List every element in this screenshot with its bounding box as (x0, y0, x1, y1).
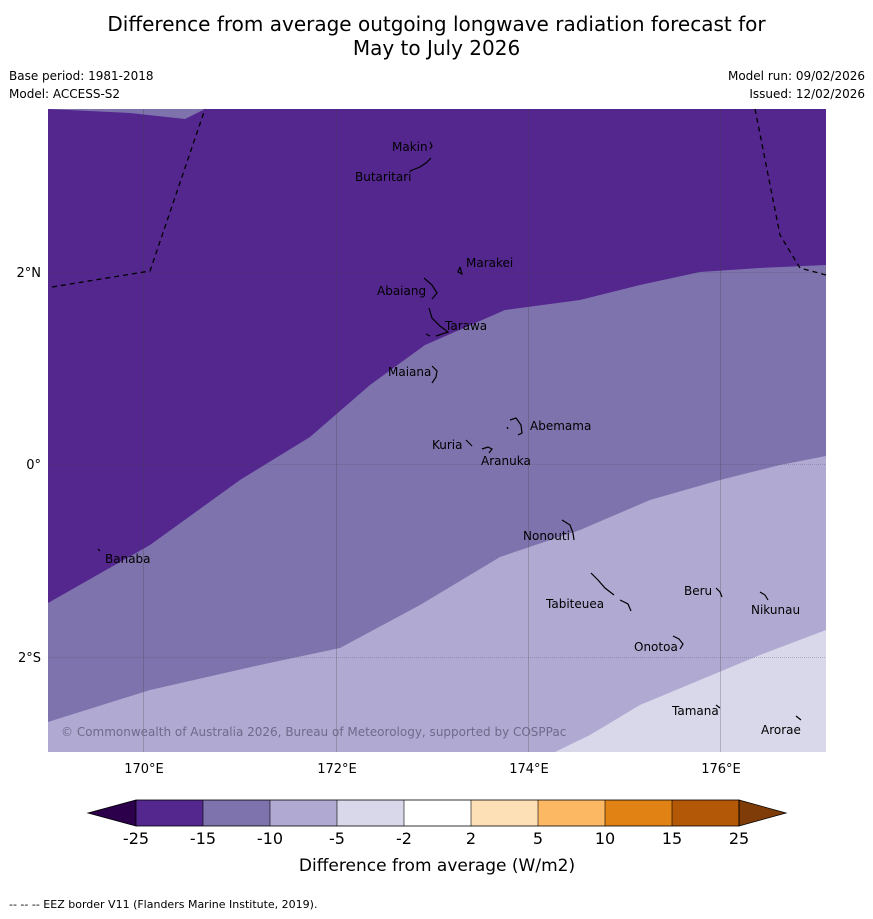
colorbar-over-arrow (738, 799, 788, 827)
meta-left: Base period: 1981-2018 Model: ACCESS-S2 (9, 67, 154, 103)
island-maiana (431, 365, 438, 384)
contour-band-5-2 (555, 630, 826, 752)
label-abemama: Abemama (530, 419, 591, 433)
label-banaba: Banaba (105, 552, 151, 566)
label-nonouti: Nonouti (523, 529, 570, 543)
colorbar-bin-5-2 (337, 800, 404, 826)
colorbar-bin-lt-15 (136, 800, 203, 826)
colorbar-tick-5: 2 (466, 829, 476, 848)
island-tabiteuea (590, 572, 632, 612)
label-abaiang: Abaiang (377, 284, 426, 298)
island-marakei (457, 266, 463, 276)
eez-legend: -- -- -- EEZ border V11 (Flanders Marine… (9, 898, 318, 911)
island-tarawa (425, 307, 450, 337)
colorbar-bin-5-10 (538, 800, 605, 826)
label-maiana: Maiana (388, 365, 431, 379)
graticule (48, 109, 826, 752)
colorbar-tick-6: 5 (533, 829, 543, 848)
lat-label-2s: 2°S (18, 651, 41, 666)
island-outlines (97, 141, 802, 721)
label-arorae: Arorae (761, 723, 801, 737)
model-name: Model: ACCESS-S2 (9, 87, 121, 101)
label-beru: Beru (684, 584, 712, 598)
lon-label-172e: 172°E (317, 762, 357, 777)
island-beru (715, 587, 723, 598)
colorbar-tick-3: -5 (329, 829, 345, 848)
lat-axis-labels: 2°N 0° 2°S (17, 266, 42, 666)
island-butaritari (409, 157, 432, 172)
colorbar-tick-4: -2 (396, 829, 412, 848)
colorbar-tick-2: -10 (257, 829, 283, 848)
title-line-1: Difference from average outgoing longwav… (107, 12, 766, 36)
chart-title: Difference from average outgoing longwav… (0, 12, 873, 60)
colorbar-bin-15-10 (203, 800, 270, 826)
place-labels: Makin Butaritari Marakei Abaiang Tarawa … (105, 140, 801, 737)
lon-axis-labels: 170°E 172°E 174°E 176°E (124, 762, 741, 777)
lat-label-2n: 2°N (17, 266, 42, 281)
eez-border-east (754, 108, 827, 276)
colorbar-frame (135, 799, 740, 827)
eez-border (51, 108, 827, 288)
model-run: Model run: 09/02/2026 (727, 69, 865, 83)
colorbar-label: Difference from average (W/m2) (299, 856, 575, 876)
island-aranuka (481, 446, 493, 454)
lon-label-174e: 174°E (509, 762, 549, 777)
colorbar-ticks: -25 -15 -10 -5 -2 2 5 10 15 25 (123, 829, 749, 848)
label-nikunau: Nikunau (751, 603, 800, 617)
colorbar-bin-10-5 (270, 800, 337, 826)
label-tarawa: Tarawa (444, 319, 487, 333)
island-abaiang (423, 277, 438, 300)
lon-label-176e: 176°E (701, 762, 741, 777)
colorbar-tick-0: -25 (123, 829, 149, 848)
label-aranuka: Aranuka (481, 454, 531, 468)
label-butaritari: Butaritari (355, 170, 412, 184)
colorbar: -25 -15 -10 -5 -2 2 5 10 15 25 Differenc… (86, 799, 788, 876)
label-tamana: Tamana (671, 704, 719, 718)
label-onotoa: Onotoa (634, 640, 678, 654)
title-line-2: May to July 2026 (352, 36, 521, 60)
label-marakei: Marakei (466, 256, 513, 270)
meta-right: Model run: 09/02/2026 Issued: 12/02/2026 (728, 67, 865, 103)
colorbar-tick-9: 25 (729, 829, 749, 848)
colorbar-bin-15-25 (672, 800, 739, 826)
island-onotoa (672, 635, 684, 650)
issued-date: Issued: 12/02/2026 (749, 87, 865, 101)
contour-band-10-5 (48, 456, 826, 752)
label-makin: Makin (392, 140, 428, 154)
colorbar-bin-2-5 (471, 800, 538, 826)
colorbar-under-arrow (86, 799, 137, 827)
colorbar-tick-7: 10 (595, 829, 615, 848)
copyright-notice: © Commonwealth of Australia 2026, Bureau… (61, 725, 566, 739)
lon-label-170e: 170°E (124, 762, 164, 777)
eez-border-west (51, 108, 206, 288)
anomaly-contours (48, 109, 826, 752)
island-kuria (465, 439, 473, 447)
colorbar-tick-1: -15 (190, 829, 216, 848)
island-nonouti (561, 519, 575, 541)
base-period: Base period: 1981-2018 (9, 69, 154, 83)
colorbar-bin-10-15 (605, 800, 672, 826)
island-tamana (715, 704, 721, 709)
island-banaba (97, 548, 101, 552)
island-abemama (506, 417, 523, 436)
island-makin (429, 141, 433, 150)
colorbar-bin-neutral (404, 800, 471, 826)
colorbar-tick-8: 15 (662, 829, 682, 848)
label-kuria: Kuria (432, 438, 463, 452)
label-tabiteuea: Tabiteuea (545, 597, 604, 611)
island-arorae (795, 715, 802, 721)
lat-label-0: 0° (26, 458, 41, 473)
island-nikunau (759, 591, 769, 601)
